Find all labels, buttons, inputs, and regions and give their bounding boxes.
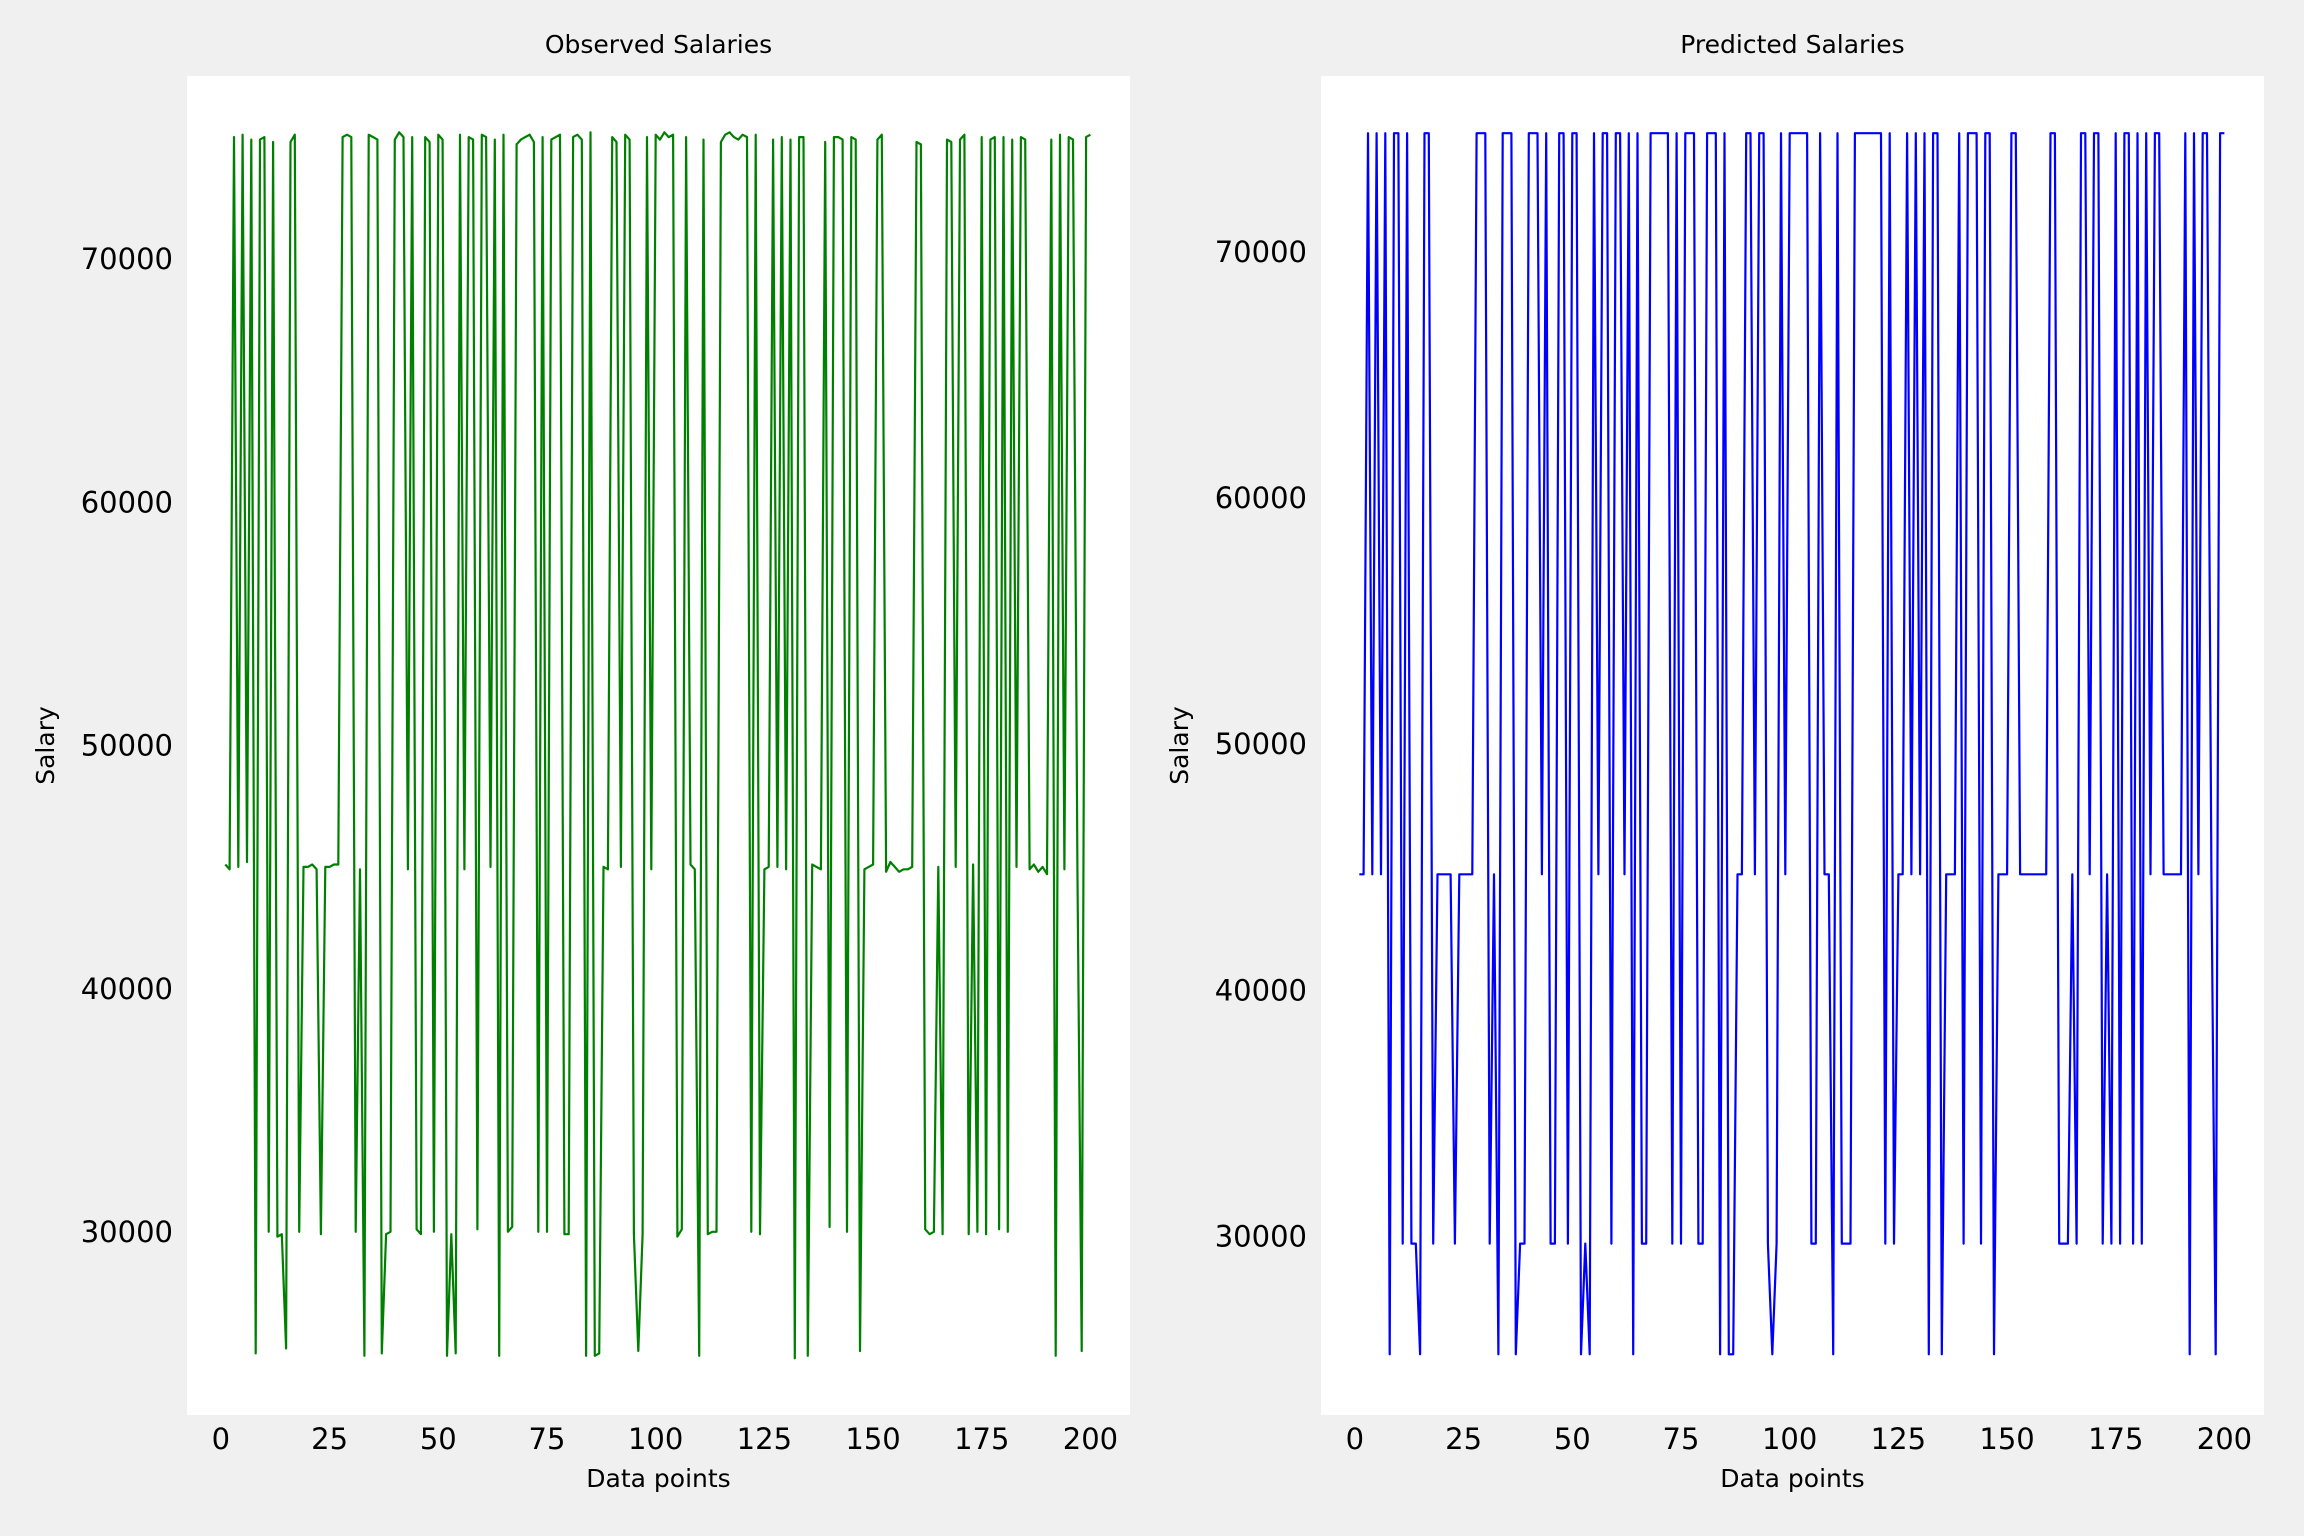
x-tick-label: 0 bbox=[212, 1422, 230, 1456]
data-line bbox=[224, 131, 1091, 1360]
x-tick-label: 100 bbox=[1762, 1422, 1817, 1456]
y-tick-label: 40000 bbox=[81, 972, 173, 1006]
y-tick-label: 50000 bbox=[1215, 727, 1307, 761]
y-tick-label: 30000 bbox=[81, 1215, 173, 1249]
x-tick-label: 0 bbox=[1346, 1422, 1364, 1456]
chart-title: Observed Salaries bbox=[545, 30, 772, 59]
x-tick-label: 100 bbox=[628, 1422, 683, 1456]
x-tick-label: 200 bbox=[2197, 1422, 2252, 1456]
y-axis-label: Salary bbox=[1165, 706, 1194, 785]
x-axis-label: Data points bbox=[1720, 1464, 1864, 1493]
y-tick-label: 70000 bbox=[1215, 235, 1307, 269]
x-tick-label: 175 bbox=[2088, 1422, 2143, 1456]
x-tick-label: 50 bbox=[1554, 1422, 1591, 1456]
x-tick-label: 125 bbox=[737, 1422, 792, 1456]
x-tick-label: 175 bbox=[954, 1422, 1009, 1456]
y-tick-label: 40000 bbox=[1215, 973, 1307, 1007]
y-tick-label: 60000 bbox=[1215, 481, 1307, 515]
y-tick-label: 70000 bbox=[81, 242, 173, 276]
x-tick-label: 125 bbox=[1871, 1422, 1926, 1456]
x-tick-label: 25 bbox=[311, 1422, 348, 1456]
y-axis-label: Salary bbox=[31, 706, 60, 785]
chart-title: Predicted Salaries bbox=[1680, 30, 1904, 59]
x-axis-label: Data points bbox=[586, 1464, 730, 1493]
x-tick-label: 25 bbox=[1445, 1422, 1482, 1456]
y-tick-label: 50000 bbox=[81, 729, 173, 763]
x-tick-label: 75 bbox=[529, 1422, 566, 1456]
plot-area bbox=[1321, 76, 2264, 1415]
x-tick-label: 50 bbox=[420, 1422, 457, 1456]
y-tick-label: 60000 bbox=[81, 485, 173, 519]
x-tick-label: 150 bbox=[1979, 1422, 2034, 1456]
x-tick-label: 200 bbox=[1063, 1422, 1118, 1456]
plot-area bbox=[187, 76, 1130, 1415]
data-line bbox=[1359, 132, 2225, 1356]
y-tick-label: 30000 bbox=[1215, 1220, 1307, 1254]
x-tick-label: 150 bbox=[845, 1422, 900, 1456]
x-tick-label: 75 bbox=[1663, 1422, 1700, 1456]
